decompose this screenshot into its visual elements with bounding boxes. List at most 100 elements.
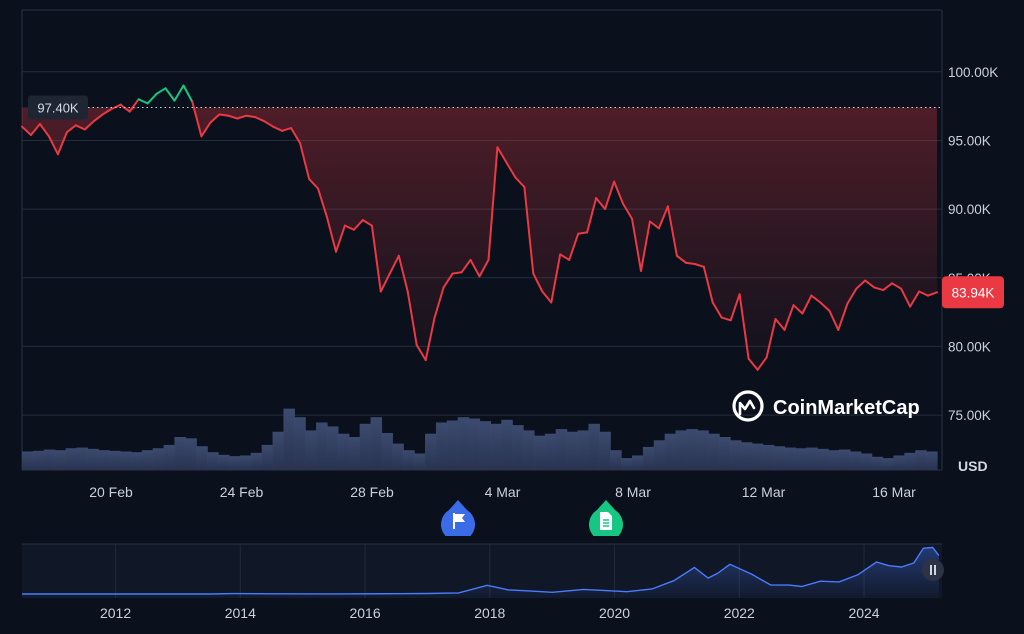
price-segment — [236, 114, 248, 120]
x-tick-label: 12 Mar — [742, 484, 786, 500]
navigator-x-ticks: 2012 2014 2016 2018 2020 2022 2024 — [100, 605, 880, 621]
price-segment — [352, 219, 364, 231]
volume-bar — [327, 426, 339, 470]
volume-bar — [849, 451, 862, 470]
volume-bar — [218, 454, 230, 470]
price-segment — [308, 177, 319, 190]
volume-bar — [32, 450, 45, 470]
price-segment — [810, 294, 822, 304]
price-segment — [514, 176, 526, 189]
volume-bar — [893, 455, 905, 470]
volume-bars — [22, 408, 938, 470]
volume-bar — [65, 448, 78, 470]
navigator-handle[interactable] — [922, 559, 944, 581]
price-segment — [173, 84, 185, 102]
navigator-handle-knob — [922, 559, 944, 581]
volume-bar — [54, 450, 67, 470]
price-segment — [783, 304, 795, 331]
volume-bar — [512, 425, 524, 470]
navigator-line — [22, 546, 940, 595]
reference-price-label: 97.40K — [37, 101, 79, 116]
price-segment — [918, 290, 929, 297]
price-segment — [469, 258, 481, 278]
price-area — [22, 107, 937, 370]
x-tick-label: 4 Mar — [485, 484, 521, 500]
price-segment — [586, 197, 598, 234]
price-segment — [406, 290, 418, 346]
price-segment — [164, 87, 176, 102]
volume-bar — [740, 442, 753, 470]
price-segment — [927, 291, 938, 297]
price-segment — [30, 123, 41, 136]
volume-bar — [348, 437, 361, 470]
coinmarketcap-logo-icon — [732, 390, 764, 422]
volume-bar — [860, 453, 873, 470]
event-flag-marker[interactable] — [441, 500, 475, 536]
price-segment — [361, 219, 373, 227]
x-tick-label: 8 Mar — [615, 484, 651, 500]
price-segment — [56, 131, 68, 156]
price-segment — [648, 220, 660, 230]
price-segment — [442, 272, 454, 289]
price-segment — [693, 263, 705, 268]
volume-bar — [261, 444, 274, 470]
navigator-chart[interactable]: 2012 2014 2016 2018 2020 2022 2024 — [0, 536, 1024, 634]
price-segment — [397, 254, 409, 293]
price-segment — [451, 271, 463, 275]
price-segment — [595, 197, 607, 211]
price-segment — [765, 318, 777, 359]
volume-bar — [425, 433, 437, 470]
volume-bar — [76, 447, 88, 470]
price-segment — [254, 116, 266, 123]
reference-price-badge: 97.40K — [28, 95, 88, 120]
navigator-x-tick-label: 2012 — [100, 605, 131, 621]
volume-bar — [130, 452, 143, 470]
price-segment — [604, 180, 616, 211]
volume-bar — [599, 431, 611, 470]
price-segment — [631, 217, 642, 272]
price-segment — [747, 357, 759, 371]
price-segment — [128, 98, 140, 113]
current-price-box — [942, 276, 1004, 309]
volume-bar — [109, 450, 121, 470]
volume-bar — [435, 422, 448, 470]
price-segment — [640, 220, 651, 272]
price-segment — [191, 101, 203, 138]
volume-bar — [207, 452, 219, 470]
volume-bar — [632, 455, 644, 470]
price-segment — [909, 290, 921, 308]
price-segment — [550, 253, 562, 304]
price-segment — [684, 261, 696, 265]
volume-bar — [882, 458, 895, 470]
volume-bar — [490, 423, 502, 470]
volume-bar — [414, 453, 426, 470]
price-segment — [83, 120, 95, 131]
volume-bar — [152, 448, 165, 470]
price-segment — [622, 202, 633, 220]
price-segment — [729, 293, 741, 322]
price-segment — [864, 279, 876, 289]
volume-bar — [577, 430, 590, 470]
price-segment — [281, 127, 293, 132]
event-document-marker[interactable] — [589, 500, 623, 536]
x-tick-label: 24 Feb — [220, 484, 264, 500]
price-segment — [299, 142, 311, 180]
volume-bar — [675, 430, 688, 470]
volume-bar — [305, 430, 317, 470]
reference-price-box — [28, 95, 88, 120]
price-segment — [873, 286, 885, 292]
price-segment — [74, 124, 86, 131]
price-segment — [326, 216, 337, 253]
price-segment — [891, 282, 903, 290]
volume-bar — [773, 446, 786, 470]
price-segment — [855, 279, 867, 290]
volume-bar — [871, 456, 884, 470]
volume-bar — [468, 418, 481, 470]
price-segment — [182, 84, 194, 103]
price-segment — [523, 186, 535, 275]
volume-bar — [196, 446, 208, 470]
current-price-badge: 83.94K — [942, 276, 1004, 309]
price-segment — [92, 113, 104, 123]
price-segment — [541, 290, 553, 304]
